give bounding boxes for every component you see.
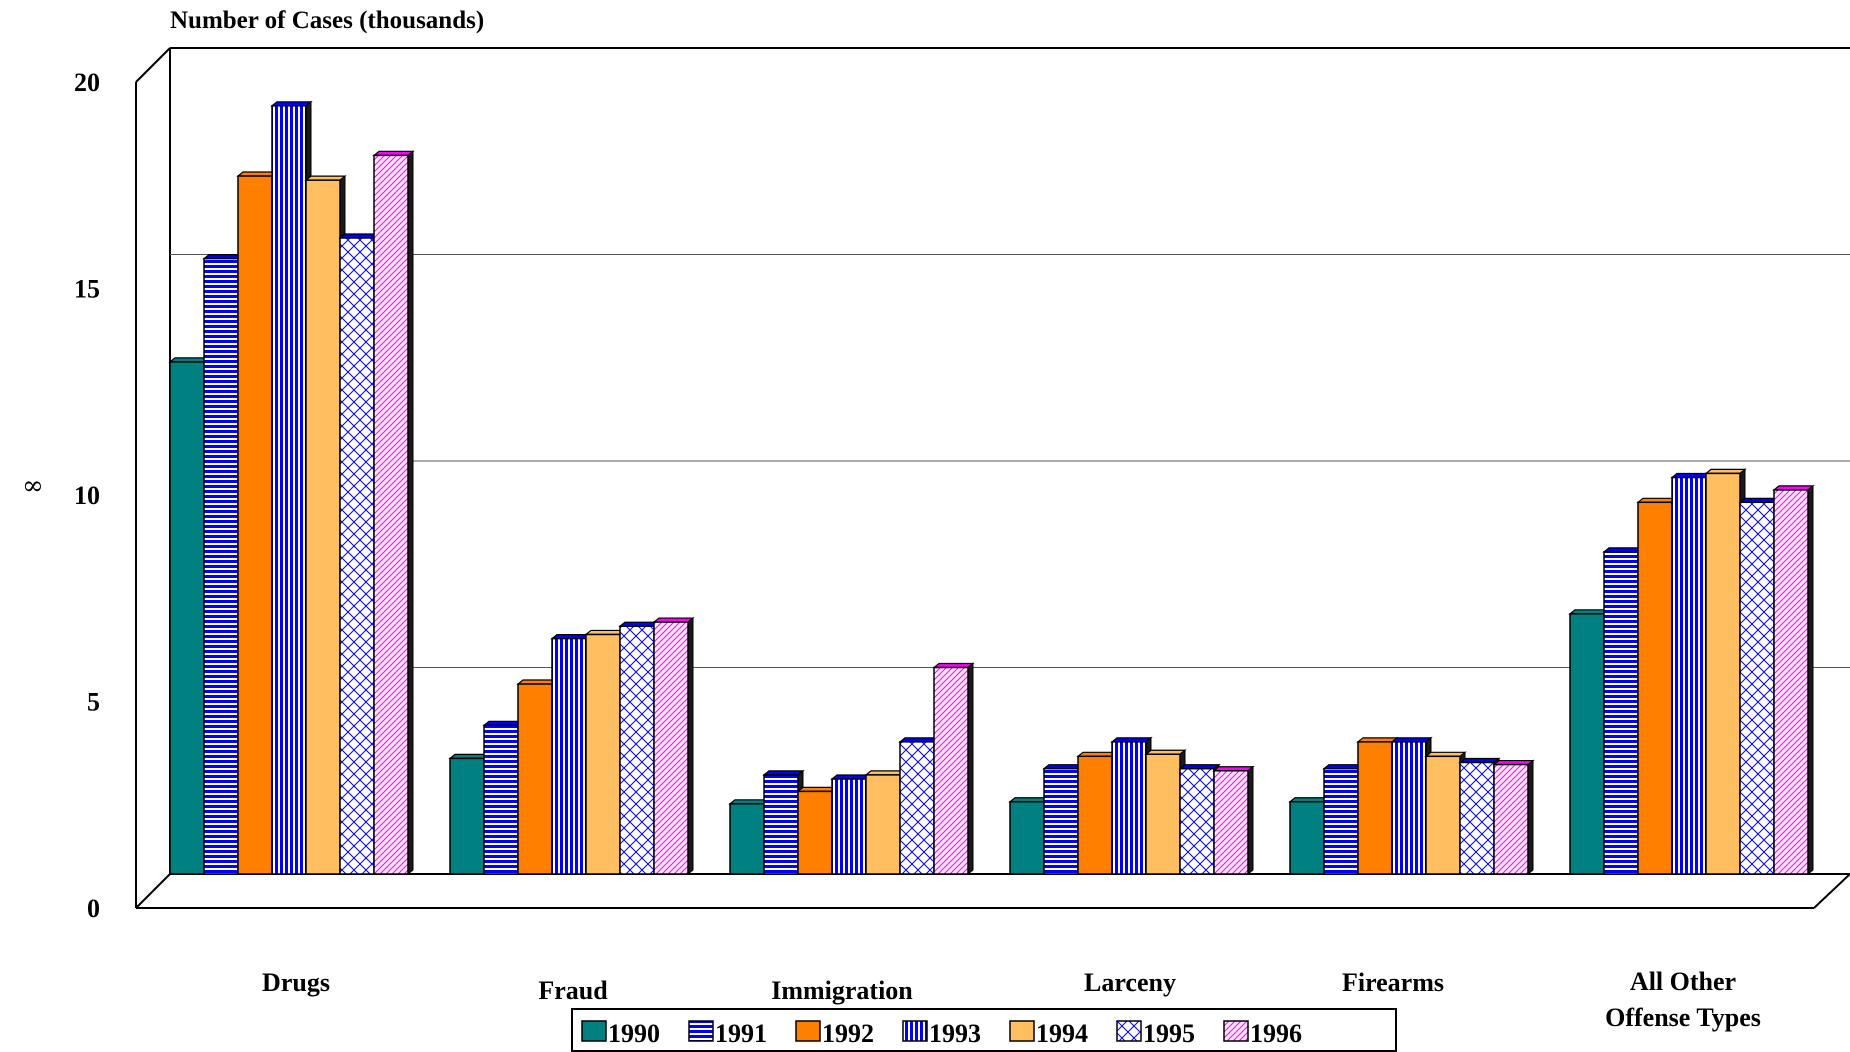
bar [516,678,559,876]
legend-item: 1994 [1009,1019,1088,1048]
floor-left [135,873,171,909]
bar [270,100,313,876]
bar [338,232,381,876]
legend-swatch [1223,1020,1249,1042]
bar [304,175,347,876]
legend-item: 1995 [1116,1019,1195,1048]
bar [372,150,415,876]
legend-swatch [581,1020,607,1042]
bar [1008,796,1051,876]
bar [1424,751,1467,876]
bar [1568,608,1611,876]
legend-swatch [795,1020,821,1042]
bar [898,736,941,876]
legend-label: 1992 [822,1019,874,1048]
bar [1322,763,1365,876]
bar [1670,472,1713,876]
bar [830,773,873,876]
legend-swatch [1116,1020,1142,1042]
bar [1356,736,1399,876]
y-tick-label: 15 [74,275,100,304]
bar [202,253,245,876]
legend-label: 1995 [1143,1019,1195,1048]
legend-label: 1993 [929,1019,981,1048]
legend-swatch [1009,1020,1035,1042]
x-tick-label: Fraud [538,976,608,1005]
bar [448,753,491,876]
bar [1602,546,1645,876]
bar [728,798,771,876]
bar [1110,736,1153,876]
legend-item: 1991 [688,1019,767,1048]
bar [1288,796,1331,876]
bars [168,100,1815,876]
bar [1704,468,1747,876]
bar [1178,763,1221,876]
bar [864,769,907,876]
side-wall-top [135,47,171,83]
legend-item: 1992 [795,1019,874,1048]
x-tick-label: Larceny [1084,968,1176,997]
bar [796,786,839,876]
y-tick-label: 10 [74,481,100,510]
y-tick-label: 20 [74,68,100,97]
x-tick-labels: Drugs Fraud Immigration Larceny Firearms All … [262,967,1761,1032]
side-glyph: ∞ [22,471,44,501]
legend-item: 1990 [581,1019,660,1048]
bar [1636,497,1679,876]
y-tick-labels: 0 5 10 15 20 [74,68,100,923]
legend-label: 1990 [608,1019,660,1048]
chart-title: Number of Cases (thousands) [170,7,484,34]
bar [1042,763,1085,876]
bar [168,356,211,876]
bar [1212,765,1255,876]
legend: 1990 1991 1992 1993 1994 1995 1996 [571,1008,1397,1052]
bar [1492,759,1535,876]
y-tick-label: 5 [87,688,100,717]
bar [1390,736,1433,876]
bar [1458,757,1501,876]
bar [1076,751,1119,876]
bar [550,633,593,876]
legend-item: 1996 [1223,1019,1302,1048]
legend-label: 1991 [715,1019,767,1048]
x-tick-label: Immigration [771,976,913,1005]
bar [652,617,695,876]
bar [482,720,525,876]
legend-item: 1993 [902,1019,981,1048]
bar [1772,484,1815,876]
legend-label: 1996 [1250,1019,1302,1048]
legend-items: 1990 1991 1992 1993 1994 1995 1996 [581,1019,1302,1048]
x-tick-label: Firearms [1342,968,1444,997]
x-tick-label: Drugs [262,968,330,997]
legend-label: 1994 [1036,1019,1088,1048]
bar [762,769,805,876]
bar [236,170,279,876]
gridlines [170,254,1850,668]
bar [1738,497,1781,876]
bar [932,662,975,876]
legend-swatch [902,1020,928,1042]
y-tick-label: 0 [87,894,100,923]
floor-right [1813,873,1850,909]
bar [618,621,661,876]
legend-swatch [688,1020,714,1042]
bar [584,629,627,876]
x-tick-label: All Other Offense Types [1605,967,1761,1032]
